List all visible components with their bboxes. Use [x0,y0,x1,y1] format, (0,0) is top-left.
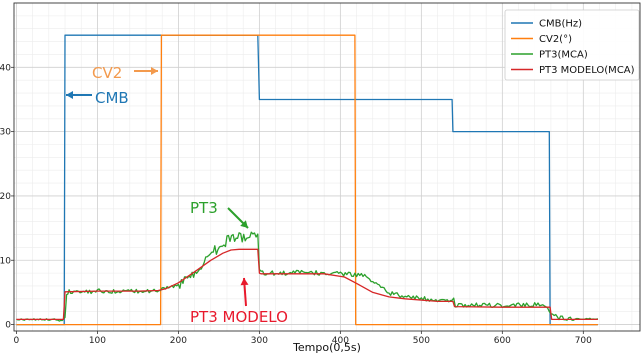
legend-label: PT3(MCA) [539,50,588,61]
x-tick-label: 300 [251,336,268,346]
annotation-label: PT3 [190,199,218,217]
annotation-label: CMB [95,89,129,107]
y-tick-label: 40 [0,63,11,73]
y-tick-label: 0 [5,321,11,331]
y-tick-label: 20 [0,192,11,202]
x-tick-label: 600 [494,336,511,346]
legend-label: CMB(Hz) [539,19,582,30]
y-tick-label: 30 [0,128,11,138]
arrow-cmb-head [66,91,73,99]
y-tick-label: 10 [0,256,11,266]
legend: CMB(Hz) CV2(°) PT3(MCA) PT3 MODELO(MCA) [505,10,639,80]
legend-label: PT3 MODELO(MCA) [539,65,635,76]
x-tick-label: 0 [14,336,20,346]
annotation-label: CV2 [92,64,122,82]
x-tick-label: 700 [575,336,592,346]
legend-label: CV2(°) [539,34,572,45]
x-tick-label: 200 [170,336,187,346]
annotation-label: PT3 MODELO [190,308,288,326]
x-tick-label: 100 [89,336,106,346]
arrow-pt3-modelo-head [241,278,249,285]
x-tick-label: 500 [413,336,430,346]
series-line-3 [16,249,598,319]
annotations: CV2 CMB PT3 PT3 MODELO [66,64,288,326]
arrow-cv2-head [151,67,158,75]
x-axis-label: Tempo(0,5s) [292,341,361,354]
